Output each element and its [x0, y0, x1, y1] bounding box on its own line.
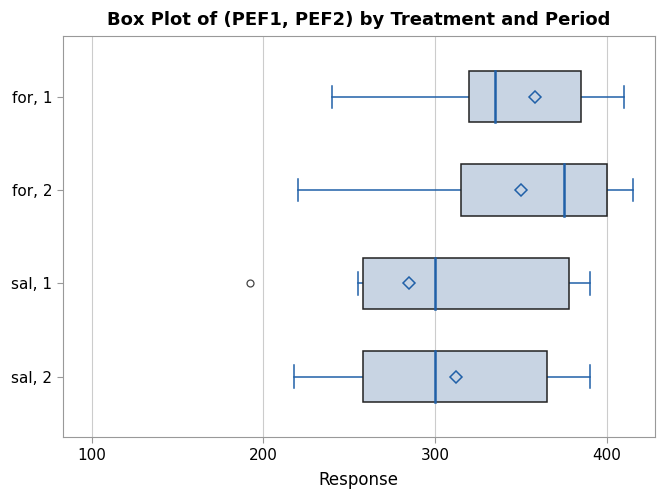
- X-axis label: Response: Response: [319, 471, 399, 489]
- Title: Box Plot of (PEF1, PEF2) by Treatment and Period: Box Plot of (PEF1, PEF2) by Treatment an…: [107, 11, 611, 29]
- Bar: [461, 164, 607, 216]
- Bar: [470, 71, 581, 122]
- Bar: [363, 351, 547, 402]
- Bar: [363, 258, 569, 309]
